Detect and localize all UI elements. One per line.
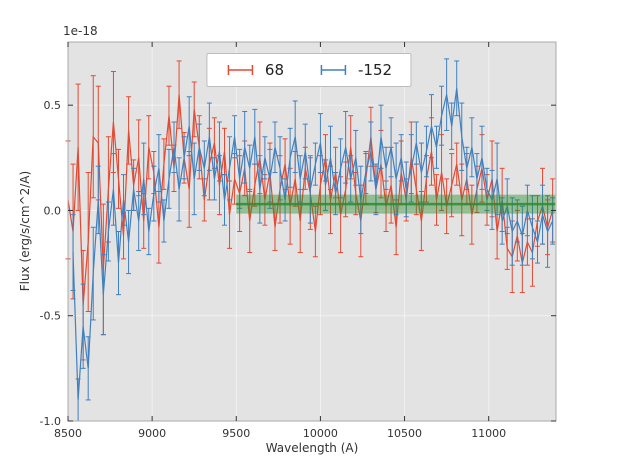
x-axis-label: Wavelength (A)	[265, 441, 359, 455]
y-axis-label: Flux (erg/s/cm^2/A)	[18, 170, 32, 292]
svg-text:0.0: 0.0	[44, 204, 62, 217]
svg-text:-1.0: -1.0	[40, 415, 61, 428]
svg-text:9500: 9500	[222, 427, 250, 440]
svg-text:9000: 9000	[138, 427, 166, 440]
legend: 68 -152	[205, 53, 412, 87]
svg-text:11000: 11000	[471, 427, 506, 440]
legend-label-series-1: -152	[358, 61, 393, 79]
legend-label-series-0: 68	[264, 61, 285, 79]
svg-text:10000: 10000	[303, 427, 338, 440]
legend-item-series-0: 68	[225, 61, 284, 79]
svg-text:8500: 8500	[54, 427, 82, 440]
y-axis-offset-label: 1e-18	[63, 24, 98, 38]
svg-text:10500: 10500	[387, 427, 422, 440]
legend-item-series-1: -152	[318, 61, 392, 79]
svg-text:-0.5: -0.5	[40, 310, 61, 323]
errorbar-glyph-blue	[320, 65, 346, 75]
svg-text:0.5: 0.5	[44, 99, 62, 112]
errorbar-glyph-red	[227, 65, 253, 75]
